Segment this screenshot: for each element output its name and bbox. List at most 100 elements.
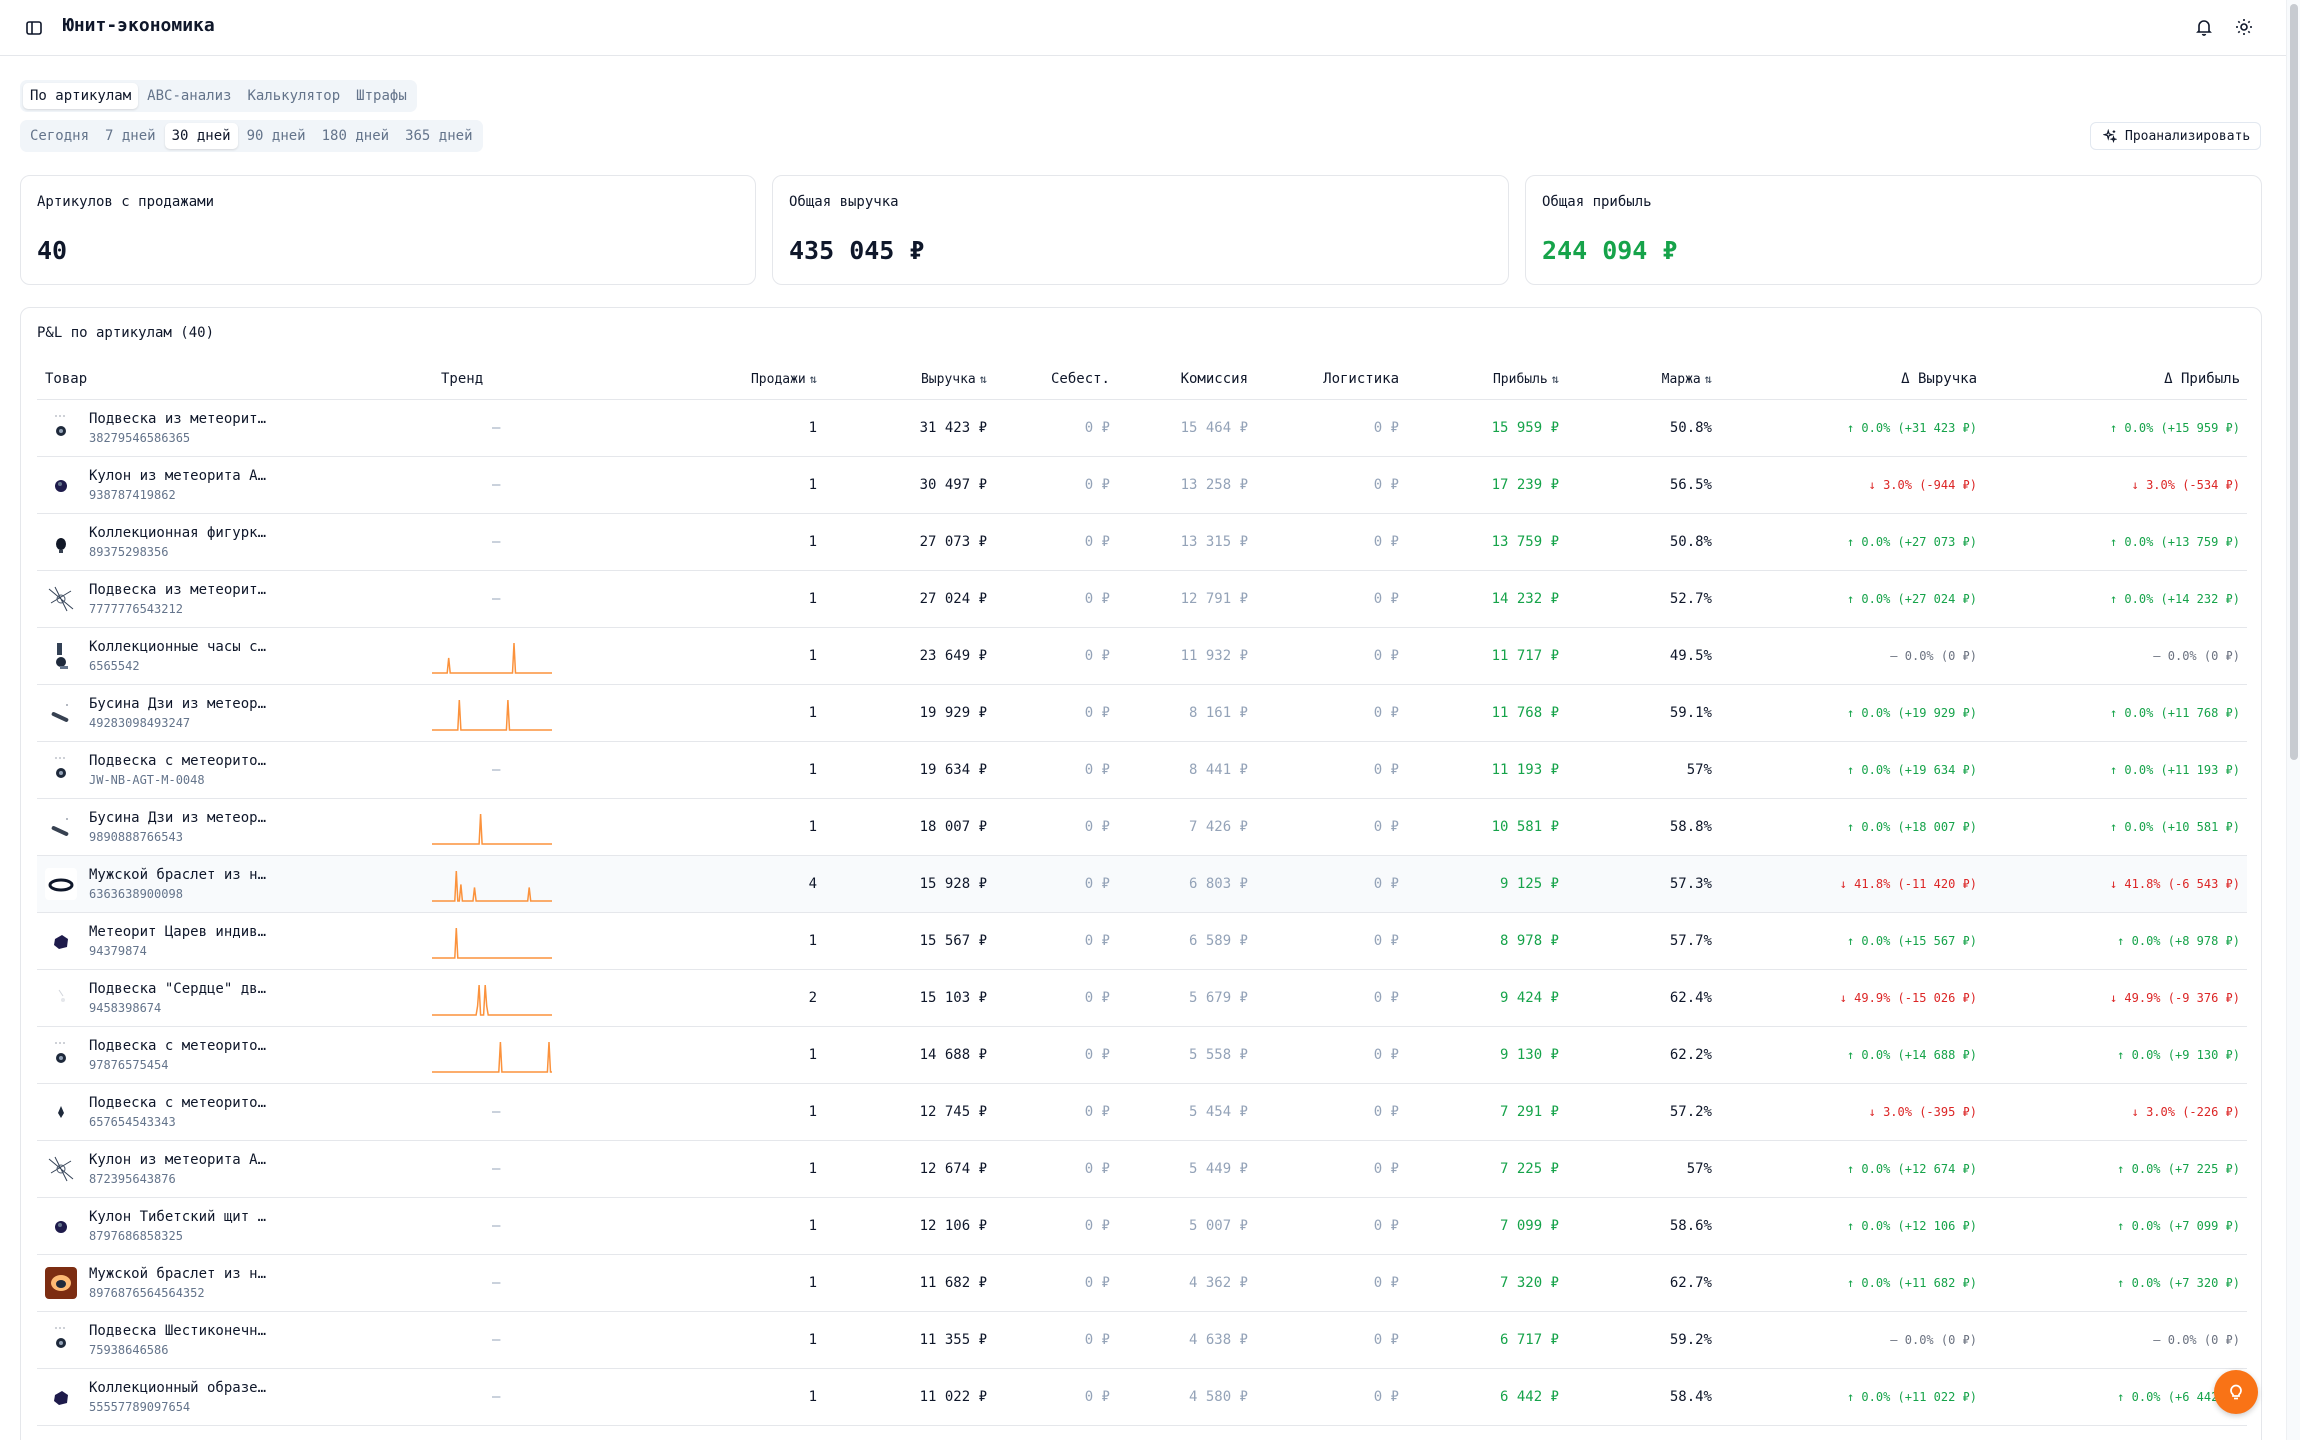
cell-profit: 13 759 ₽ [1491,534,1559,550]
period-90-days[interactable]: 90 дней [246,128,306,144]
product-name[interactable]: Подвеска с метеорито… [89,753,267,769]
cell-delta-profit: ↓ 3.0% (-534 ₽) [2131,478,2240,492]
sort-icon: ⇅ [979,372,987,386]
cell-profit: 9 424 ₽ [1499,990,1559,1006]
table-row[interactable]: Мужской браслет из н… 6363638900098 4 15 92… [37,856,2247,913]
trend-empty: — [492,534,501,550]
col-sales[interactable]: Продажи ⇅ [751,358,817,400]
cell-margin: 49.5% [1669,648,1712,664]
product-thumbnail [45,640,77,672]
analyze-button[interactable]: Проанализировать [2090,122,2261,150]
col-profit[interactable]: Прибыль ⇅ [1493,358,1559,400]
stat-profit-label: Общая прибыль [1542,194,1652,210]
product-name[interactable]: Метеорит Царев индив… [89,924,267,940]
table-row[interactable]: Кулон Тибетский щит … 8797686858325 — 1 12 1… [37,1198,2247,1255]
product-name[interactable]: Коллекционная фигурк… [89,525,267,541]
table-row[interactable]: Подвеска из метеорит… 38279546586365 — 1 31 … [37,400,2247,457]
table-row[interactable]: Подвеска из метеорит… 7777776543212 — 1 27 0… [37,571,2247,628]
help-button[interactable] [2214,1370,2258,1414]
product-name[interactable]: Бусина Дзи из метеор… [89,810,267,826]
product-name[interactable]: Подвеска с метеорито… [89,1095,267,1111]
product-sku: 938787419862 [89,488,176,502]
cell-profit: 8 978 ₽ [1499,933,1559,949]
period-365-days[interactable]: 365 дней [405,128,473,144]
table-row[interactable]: Подвеска с метеорито… 97876575454 1 14 688 … [37,1027,2247,1084]
product-sku: 872395643876 [89,1172,176,1186]
product-name[interactable]: Мужской браслет из н… [89,1266,267,1282]
table-row[interactable]: Подвеска "Сердце" дв… 9458398674 2 15 103 ₽… [37,970,2247,1027]
sun-icon[interactable] [2234,17,2254,37]
cell-profit: 7 225 ₽ [1499,1161,1559,1177]
tab-by-article[interactable]: По артикулам [23,83,139,109]
cell-sales: 1 [808,1047,817,1063]
product-name[interactable]: Подвеска из метеорит… [89,582,267,598]
cell-sales: 1 [808,420,817,436]
cell-logistics: 0 ₽ [1373,1275,1399,1291]
cell-sales: 1 [808,1161,817,1177]
cell-cost: 0 ₽ [1084,591,1110,607]
tab-penalties[interactable]: Штрафы [356,88,407,104]
product-sku: JW-NB-AGT-M-0048 [89,773,205,787]
sidebar-toggle-icon[interactable] [24,18,44,38]
cell-delta-profit: ↑ 0.0% (+14 232 ₽) [2109,592,2240,606]
period-7-days[interactable]: 7 дней [105,128,156,144]
stat-revenue-label: Общая выручка [789,194,899,210]
product-name[interactable]: Кулон Тибетский щит … [89,1209,267,1225]
table-row[interactable]: Подвеска с метеорито… 657654543343 — 1 12 74… [37,1084,2247,1141]
table-row[interactable]: Метеорит Царев индив… 94379874 1 15 567 ₽ 0 … [37,913,2247,970]
sort-icon: ⇅ [1551,372,1559,386]
product-name[interactable]: Бусина Дзи из метеор… [89,696,267,712]
trend-sparkline [432,927,552,959]
product-name[interactable]: Мужской браслет из н… [89,867,267,883]
product-thumbnail [45,697,77,729]
product-name[interactable]: Подвеска с метеорито… [89,1038,267,1054]
product-name[interactable]: Подвеска "Сердце" дв… [89,981,267,997]
page-scrollbar[interactable] [2286,0,2300,1440]
table-row[interactable]: Мужской браслет из н… 8976876564564352—1 1… [37,1255,2247,1312]
product-thumbnail [45,1039,77,1071]
cell-cost: 0 ₽ [1084,876,1110,892]
product-name[interactable]: Подвеска из метеорит… [89,411,267,427]
product-sku: 8797686858325 [89,1229,183,1243]
stat-card-articles: Артикулов с продажами 40 [20,175,756,285]
table-row[interactable]: Коллекционная фигурк… 89375298356 — 1 27 073… [37,514,2247,571]
product-name[interactable]: Подвеска Шестиконечн… [89,1323,267,1339]
cell-margin: 56.5% [1669,477,1712,493]
table-row[interactable]: Коллекционные часы с… 6565542 1 23 649 ₽ 0 ₽… [37,628,2247,685]
cell-delta-profit: ↑ 0.0% (+15 959 ₽) [2109,421,2240,435]
col-trend: Тренд [441,371,484,387]
table-row[interactable]: Коллекционный образе… 55557789097654 — 1 11 … [37,1369,2247,1426]
cell-commission: 5 454 ₽ [1188,1104,1248,1120]
col-revenue[interactable]: Выручка ⇅ [921,358,987,400]
cell-cost: 0 ₽ [1084,1161,1110,1177]
bell-icon[interactable] [2194,17,2214,37]
table-row[interactable]: Бусина Дзи из метеор… 9890888766543 1 18 00… [37,799,2247,856]
scrollbar-thumb[interactable] [2290,4,2298,760]
cell-cost: 0 ₽ [1084,1218,1110,1234]
cell-cost: 0 ₽ [1084,705,1110,721]
tab-calculator[interactable]: Калькулятор [247,88,341,104]
col-margin[interactable]: Маржа ⇅ [1662,358,1712,400]
table-row[interactable]: Бусина Дзи из метеор… 49283098493247 1 19 9… [37,685,2247,742]
product-name[interactable]: Коллекционные часы с… [89,639,267,655]
period-today[interactable]: Сегодня [30,128,90,144]
table-row[interactable]: Кулон из метеорита А… 938787419862 — 1 30 49… [37,457,2247,514]
period-180-days[interactable]: 180 дней [321,128,390,144]
cell-logistics: 0 ₽ [1373,1104,1399,1120]
table-row[interactable]: Подвеска с метеорито… JW-NB-AGT-M-0048—1 1… [37,742,2247,799]
cell-revenue: 15 567 ₽ [919,933,987,949]
cell-margin: 62.4% [1669,990,1712,1006]
tab-abc-analysis[interactable]: ABC-анализ [147,88,232,104]
product-name[interactable]: Коллекционный образе… [89,1380,267,1396]
product-thumbnail [45,1210,77,1242]
period-30-days[interactable]: 30 дней [164,123,238,149]
product-name[interactable]: Кулон из метеорита А… [89,468,267,484]
cell-revenue: 12 106 ₽ [919,1218,987,1234]
cell-revenue: 30 497 ₽ [919,477,987,493]
cell-margin: 59.1% [1669,705,1712,721]
product-sku: 6565542 [89,659,140,673]
table-row[interactable]: Подвеска Шестиконечн… 75938646586 — 1 11 355… [37,1312,2247,1369]
table-row[interactable]: Кулон из метеорита А… 872395643876 — 1 12 67… [37,1141,2247,1198]
product-name[interactable]: Кулон из метеорита А… [89,1152,267,1168]
trend-empty: — [492,1104,501,1120]
